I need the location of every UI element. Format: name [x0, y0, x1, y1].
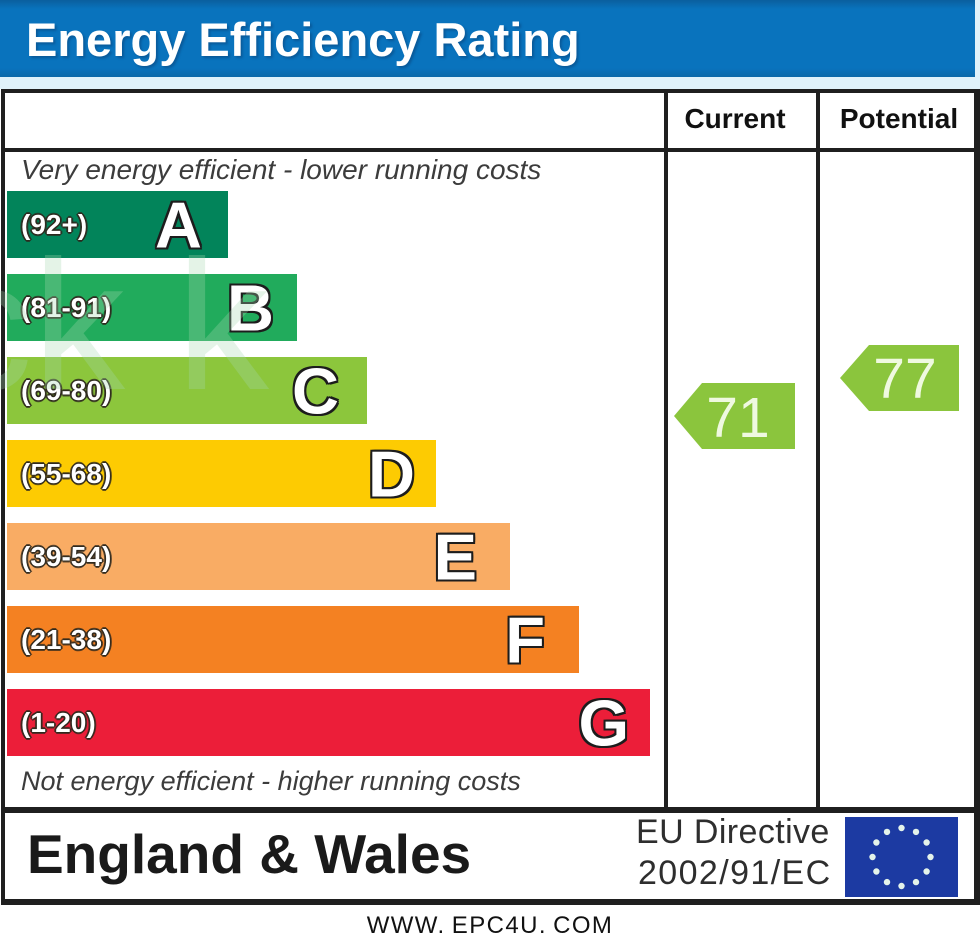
svg-text:77: 77 — [873, 347, 936, 411]
svg-text:71: 71 — [706, 386, 769, 449]
